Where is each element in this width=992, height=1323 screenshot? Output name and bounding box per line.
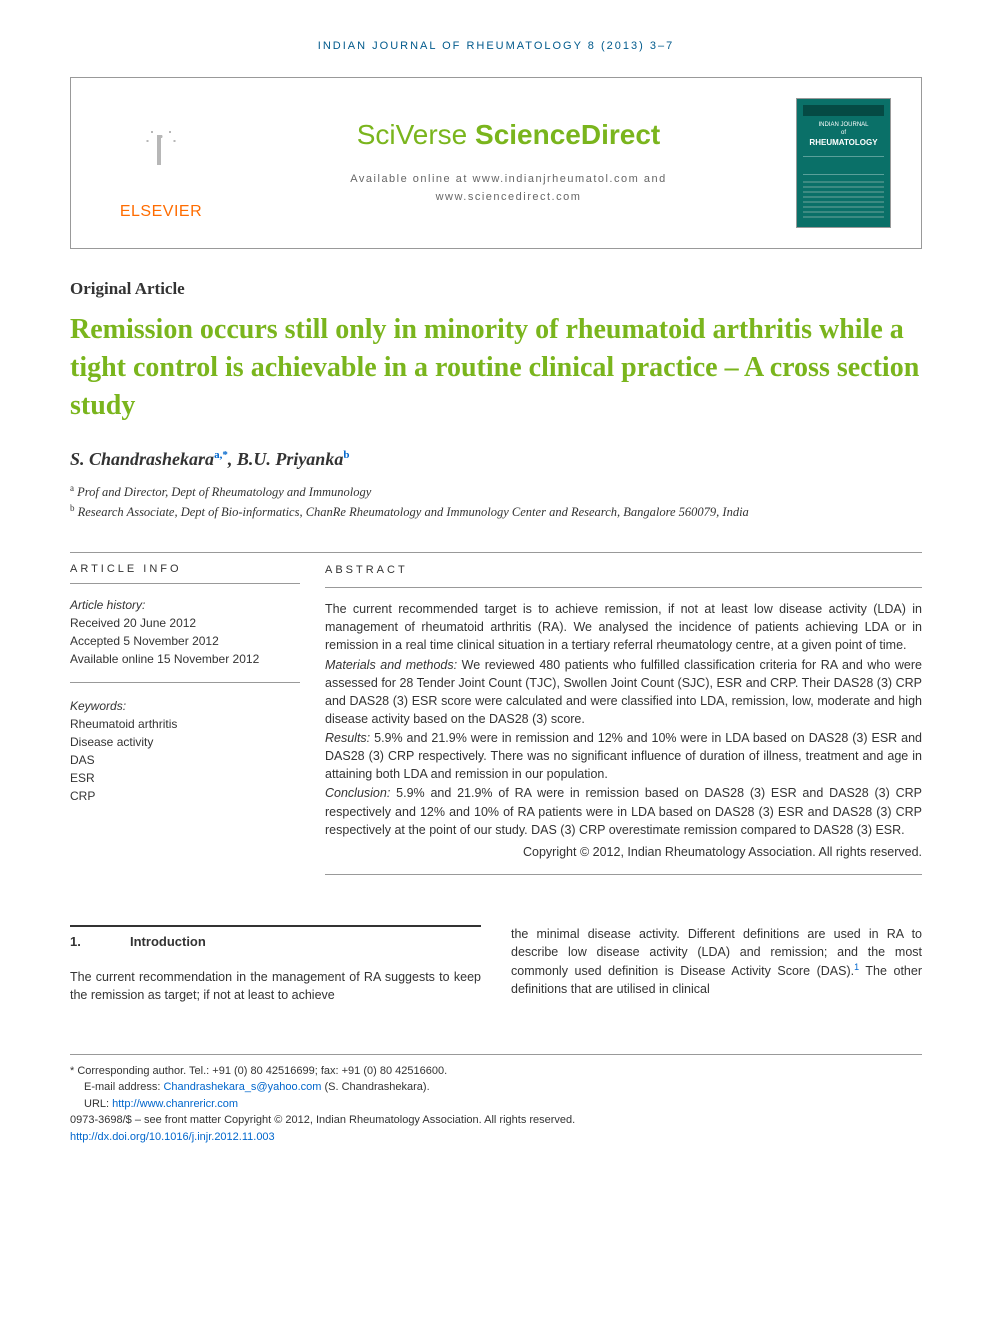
publisher-label: ELSEVIER: [120, 203, 202, 221]
authors-line: S. Chandrashekaraa,*, B.U. Priyankab: [70, 449, 922, 470]
affil-b-mark: b: [70, 503, 75, 513]
available-line-2: www.sciencedirect.com: [221, 189, 796, 207]
abstract-copyright: Copyright © 2012, Indian Rheumatology As…: [325, 843, 922, 861]
received-date: Received 20 June 2012: [70, 614, 300, 632]
abstract-body: The current recommended target is to ach…: [325, 600, 922, 875]
keyword-2: Disease activity: [70, 733, 300, 751]
methods-label: Materials and methods:: [325, 658, 457, 672]
elsevier-tree-icon: [116, 105, 206, 195]
keyword-4: ESR: [70, 769, 300, 787]
keyword-5: CRP: [70, 787, 300, 805]
header-banner: ELSEVIER SciVerse ScienceDirect Availabl…: [70, 77, 922, 249]
issn-line: 0973-3698/$ – see front matter Copyright…: [70, 1112, 922, 1129]
cover-title-big: RHEUMATOLOGY: [809, 138, 877, 147]
author-2-affil-marks: b: [343, 449, 349, 461]
cover-title-of: of: [841, 130, 846, 136]
body-columns: 1.Introduction The current recommendatio…: [70, 925, 922, 1004]
sciverse-prefix: SciVerse: [357, 119, 468, 150]
body-col1-text: The current recommendation in the manage…: [70, 968, 481, 1004]
article-type: Original Article: [70, 279, 922, 299]
keywords-label: Keywords:: [70, 697, 300, 715]
cover-title-small: INDIAN JOURNAL: [818, 122, 868, 128]
section-1-heading: 1.Introduction: [70, 925, 481, 952]
keyword-3: DAS: [70, 751, 300, 769]
corresponding-tel: Tel.: +91 (0) 80 42516699; fax: +91 (0) …: [186, 1065, 447, 1077]
info-abstract-row: ARTICLE INFO Article history: Received 2…: [70, 552, 922, 875]
abstract-intro: The current recommended target is to ach…: [325, 600, 922, 654]
affiliations: a Prof and Director, Dept of Rheumatolog…: [70, 482, 922, 522]
abstract-results: 5.9% and 21.9% were in remission and 12%…: [325, 731, 922, 781]
conclusion-label: Conclusion:: [325, 786, 390, 800]
author-2: B.U. Priyanka: [237, 449, 344, 469]
available-line-1: Available online at www.indianjrheumatol…: [221, 171, 796, 189]
email-link[interactable]: Chandrashekara_s@yahoo.com: [163, 1081, 321, 1093]
article-title: Remission occurs still only in minority …: [70, 311, 922, 424]
email-label: E-mail address:: [84, 1081, 163, 1093]
online-date: Available online 15 November 2012: [70, 650, 300, 668]
abstract-heading: ABSTRACT: [325, 553, 922, 588]
history-label: Article history:: [70, 596, 300, 614]
running-head: INDIAN JOURNAL OF RHEUMATOLOGY 8 (2013) …: [70, 40, 922, 52]
header-center: SciVerse ScienceDirect Available online …: [221, 119, 796, 206]
sciverse-main: ScienceDirect: [467, 119, 660, 150]
abstract-column: ABSTRACT The current recommended target …: [325, 553, 922, 875]
sciverse-logo: SciVerse ScienceDirect: [221, 119, 796, 151]
keyword-1: Rheumatoid arthritis: [70, 715, 300, 733]
article-info-column: ARTICLE INFO Article history: Received 2…: [70, 553, 300, 875]
journal-cover-thumbnail: INDIAN JOURNAL of RHEUMATOLOGY: [796, 98, 891, 228]
email-tail: (S. Chandrashekara).: [321, 1081, 429, 1093]
article-info-heading: ARTICLE INFO: [70, 553, 300, 584]
publisher-logo-block: ELSEVIER: [101, 105, 221, 221]
section-1-number: 1.: [70, 933, 130, 952]
author-1-affil-marks: a,*: [214, 449, 228, 461]
url-label: URL:: [84, 1098, 112, 1110]
accepted-date: Accepted 5 November 2012: [70, 632, 300, 650]
url-link[interactable]: http://www.chanrericr.com: [112, 1098, 238, 1110]
section-1-title: Introduction: [130, 934, 206, 949]
body-col-right: the minimal disease activity. Different …: [511, 925, 922, 1004]
footnotes: * Corresponding author. Tel.: +91 (0) 80…: [70, 1054, 922, 1146]
abstract-conclusion: 5.9% and 21.9% of RA were in remission b…: [325, 786, 922, 836]
affil-b: Research Associate, Dept of Bio-informat…: [78, 505, 749, 519]
affil-a: Prof and Director, Dept of Rheumatology …: [77, 486, 371, 500]
article-history-block: Article history: Received 20 June 2012 A…: [70, 596, 300, 683]
body-col-left: 1.Introduction The current recommendatio…: [70, 925, 481, 1004]
corresponding-label: * Corresponding author.: [70, 1065, 186, 1077]
doi-link[interactable]: http://dx.doi.org/10.1016/j.injr.2012.11…: [70, 1131, 275, 1143]
results-label: Results:: [325, 731, 370, 745]
author-1: S. Chandrashekara: [70, 449, 214, 469]
available-online-text: Available online at www.indianjrheumatol…: [221, 171, 796, 206]
keywords-block: Keywords: Rheumatoid arthritis Disease a…: [70, 697, 300, 819]
affil-a-mark: a: [70, 483, 74, 493]
